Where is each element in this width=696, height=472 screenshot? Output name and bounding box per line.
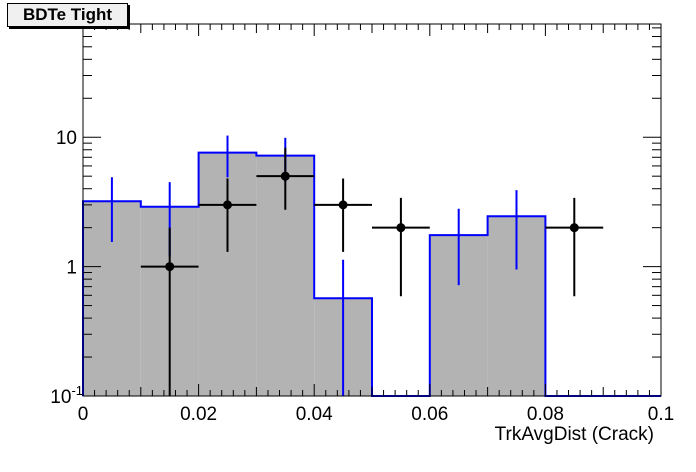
x-tick-label: 0.04 (296, 404, 333, 425)
data-marker (396, 223, 406, 233)
data-marker (338, 200, 348, 210)
data-marker (569, 223, 579, 233)
x-tick-label: 0.02 (180, 404, 217, 425)
y-tick-label: 10-1 (50, 383, 83, 408)
x-tick-label: 0.1 (648, 404, 674, 425)
data-point (140, 227, 199, 396)
y-tick-label: 1 (66, 258, 77, 279)
x-tick-label: 0 (78, 404, 89, 425)
x-axis-label: TrkAvgDist (Crack) (494, 424, 654, 445)
data-marker (280, 171, 290, 181)
data-point (256, 147, 315, 210)
data-point (314, 178, 372, 252)
x-tick-label: 0.08 (527, 404, 564, 425)
data-point (198, 178, 257, 252)
x-tick-label: 0.06 (411, 404, 448, 425)
data-marker (165, 262, 175, 272)
data-point (372, 197, 430, 297)
data-marker (223, 200, 232, 210)
chart-title: BDTe Tight (7, 3, 128, 27)
data-point (545, 197, 604, 297)
y-tick-label: 10 (56, 128, 77, 149)
